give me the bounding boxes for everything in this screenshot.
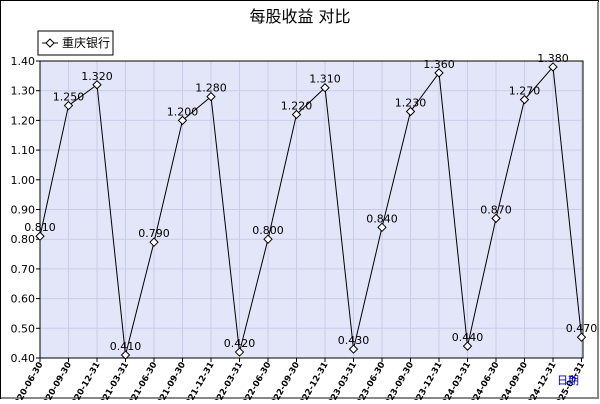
y-tick-label: 0.50 [11, 322, 36, 335]
data-point-marker [35, 231, 45, 241]
data-label: 0.790 [138, 227, 170, 240]
y-tick-label: 0.90 [11, 204, 36, 217]
data-point-marker [177, 115, 188, 126]
data-label: 1.250 [53, 91, 85, 104]
data-label: 1.360 [423, 58, 455, 71]
data-label: 0.870 [480, 203, 512, 216]
data-point-marker [348, 344, 359, 354]
y-tick-label: 1.40 [11, 55, 36, 68]
data-label: 0.470 [566, 322, 598, 335]
y-tick-label: 1.30 [11, 85, 36, 98]
y-axis: 0.40 0.50 0.60 0.70 0.80 0.90 1.00 1.10 1.20 1.30… [11, 55, 40, 365]
data-label: 0.810 [24, 221, 56, 234]
series-polyline [39, 65, 582, 356]
series-line: 0.810 1.250 1.320 0.410 0.790 1.200 1.280 0.420… [24, 52, 598, 360]
data-label: 1.220 [281, 99, 313, 112]
data-point-marker [377, 222, 387, 233]
chart-title: 每股收益 对比 [249, 7, 350, 26]
data-label: 0.430 [338, 334, 370, 347]
data-point-marker [63, 100, 74, 111]
data-point-marker [149, 237, 159, 247]
y-tick-label: 1.10 [11, 144, 36, 157]
data-label: 0.800 [252, 224, 284, 237]
data-label: 0.410 [110, 340, 142, 353]
data-point-marker [320, 83, 330, 93]
data-label: 0.440 [452, 331, 484, 344]
data-label: 1.280 [195, 82, 227, 95]
data-point-marker [548, 62, 558, 72]
y-tick-label: 1.20 [11, 114, 36, 127]
data-point-marker [206, 91, 216, 102]
y-tick-label: 0.70 [11, 263, 36, 276]
data-point-marker [576, 332, 587, 342]
data-point-marker [491, 213, 501, 224]
data-point-marker [519, 94, 530, 105]
data-label: 1.200 [167, 105, 199, 118]
data-point-marker [92, 80, 102, 90]
data-label: 1.320 [81, 70, 113, 83]
data-label: 0.420 [224, 337, 256, 350]
data-label: 1.380 [537, 52, 569, 65]
data-point-marker [462, 341, 473, 351]
legend-entry: 重庆银行 [62, 36, 110, 50]
data-label: 0.840 [366, 212, 398, 225]
data-point-marker [291, 109, 302, 120]
data-point-marker [120, 350, 131, 360]
y-tick-label: 0.80 [11, 233, 36, 246]
x-axis-label: 日期 [557, 374, 579, 387]
legend-marker-icon [45, 38, 55, 48]
y-tick-label: 0.40 [11, 352, 36, 365]
data-label: 1.230 [395, 96, 427, 109]
data-point-marker [263, 234, 273, 244]
data-point-marker [405, 106, 416, 117]
data-point-marker [234, 347, 245, 357]
data-label: 1.270 [509, 85, 541, 98]
y-tick-label: 1.00 [11, 174, 36, 187]
data-label: 1.310 [309, 73, 341, 86]
y-tick-label: 0.60 [11, 293, 36, 306]
data-point-marker [434, 68, 444, 78]
legend: 重庆银行 [37, 30, 114, 56]
